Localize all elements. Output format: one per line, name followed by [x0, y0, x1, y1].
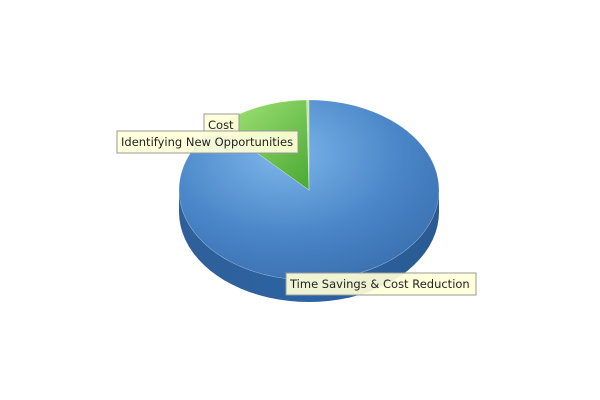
slice-label-0: Time Savings & Cost Reduction — [285, 272, 477, 296]
slice-label-text-2: Cost — [208, 118, 234, 132]
slice-label-text-0: Time Savings & Cost Reduction — [289, 277, 470, 291]
pie-slice-2[interactable] — [306, 99, 310, 191]
labels-layer: Time Savings & Cost Reduction Cost Identif… — [116, 113, 477, 296]
slice-label-text-1: Identifying New Opportunities — [121, 135, 293, 149]
slice-label-1: Identifying New Opportunities — [116, 130, 299, 154]
slice-label-box-1 — [116, 130, 299, 154]
slice-label-box-0 — [285, 272, 477, 296]
